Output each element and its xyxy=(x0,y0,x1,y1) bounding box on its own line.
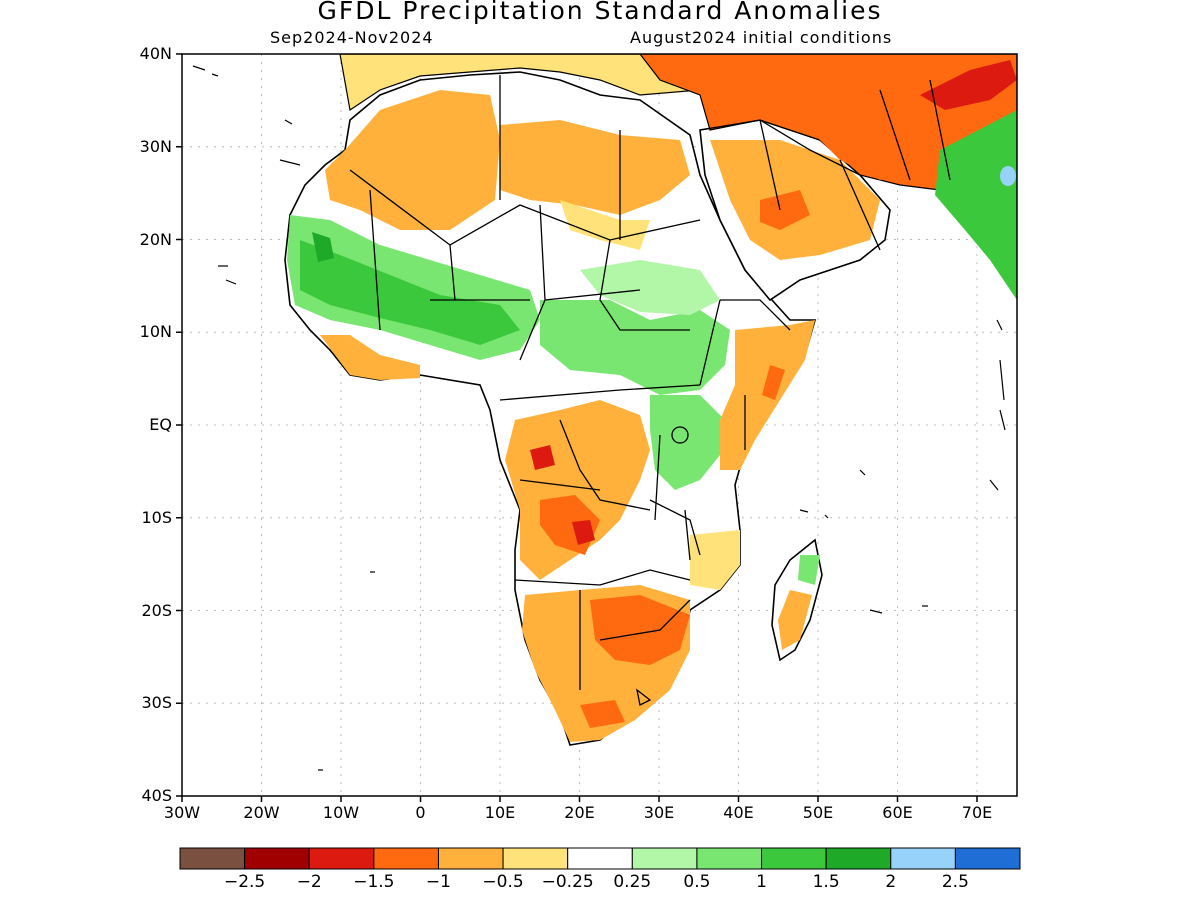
lat-tick-label: 10N xyxy=(139,322,172,342)
dry-guinea-coast xyxy=(320,335,420,380)
lon-tick-label: 30W xyxy=(163,803,201,822)
season-label: Sep2024-Nov2024 xyxy=(270,28,434,47)
colorbar-label: 2 xyxy=(885,872,897,892)
dry-libya-egypt-ne xyxy=(560,200,650,250)
colorbar-swatch xyxy=(244,847,310,870)
wet-central-africa xyxy=(540,300,730,395)
colorbar-swatch xyxy=(567,847,633,870)
colorbar-label: 2.5 xyxy=(941,872,969,892)
colorbar-swatch xyxy=(696,847,763,870)
lon-tick-label: 20W xyxy=(243,803,280,822)
dry-gabon-core xyxy=(530,445,555,470)
colorbar-swatch xyxy=(308,847,375,870)
colorbar-swatch xyxy=(502,847,569,870)
wet-mauritania xyxy=(312,232,334,262)
wet-madagascar xyxy=(798,555,820,585)
lon-tick-label: 10E xyxy=(484,803,516,822)
dry-angola-core xyxy=(572,520,595,545)
colorbar-label: −0.25 xyxy=(541,872,594,892)
wet-east-africa xyxy=(650,395,725,490)
lat-tick-label: 20N xyxy=(139,229,172,249)
anomaly-shading xyxy=(192,54,1017,771)
dry-arabia-strong xyxy=(760,190,810,230)
dry-congo-angola xyxy=(505,400,650,580)
colorbar-label: −2.5 xyxy=(223,872,266,892)
colorbar-label: −1.5 xyxy=(353,872,395,892)
lat-tick-label: 30S xyxy=(141,693,172,713)
wet-india xyxy=(935,110,1017,300)
colorbar-swatch xyxy=(631,847,698,870)
colorbar xyxy=(179,847,1021,870)
lat-tick-label: 20S xyxy=(141,600,172,620)
dry-botswana-strong xyxy=(590,595,690,665)
map-title: GFDL Precipitation Standard Anomalies xyxy=(317,0,883,25)
lat-tick-label: EQ xyxy=(149,415,172,434)
colorbar-swatch xyxy=(373,847,439,870)
dry-sahara-central xyxy=(500,120,690,215)
lon-tick-label: 40E xyxy=(723,803,754,822)
wet-sahel-west-core xyxy=(300,240,520,345)
colorbar-swatch xyxy=(437,847,504,870)
colorbar-swatch xyxy=(954,847,1021,870)
lat-tick-label: 40S xyxy=(141,786,172,805)
dry-madagascar xyxy=(778,590,812,650)
dry-horn-strong xyxy=(762,365,785,400)
colorbar-label: −0.5 xyxy=(482,872,524,892)
lon-tick-label: 20E xyxy=(564,803,595,822)
lon-tick-label: 0 xyxy=(415,803,426,822)
dry-himalaya xyxy=(920,60,1017,110)
lat-tick-label: 30N xyxy=(139,136,172,156)
lat-tick-label: 10S xyxy=(141,507,172,527)
lon-tick-label: 70E xyxy=(961,803,993,822)
lat-tick-label: 40N xyxy=(139,44,172,63)
dry-sahara-west xyxy=(325,90,500,230)
lon-tick-label: 60E xyxy=(882,803,913,822)
lon-tick-label: 10W xyxy=(322,803,360,822)
initial-conditions-label: August2024 initial conditions xyxy=(630,28,893,47)
colorbar-label: 1 xyxy=(756,872,767,892)
colorbar-label: −1 xyxy=(425,872,451,892)
dry-mozambique xyxy=(690,530,740,590)
colorbar-label: 0.5 xyxy=(683,872,711,892)
colorbar-label: −2 xyxy=(296,872,322,892)
colorbar-swatch xyxy=(761,847,827,870)
lon-tick-label: 30E xyxy=(643,803,675,822)
dry-iran xyxy=(790,90,910,180)
lon-tick-label: 50E xyxy=(802,803,834,822)
colorbar-swatch xyxy=(179,847,246,870)
colorbar-swatch xyxy=(890,847,956,870)
colorbar-label: 0.25 xyxy=(613,872,652,892)
dry-cape-strong xyxy=(580,700,625,728)
colorbar-swatch xyxy=(825,847,892,870)
wet-sudan xyxy=(580,260,720,315)
colorbar-label: 1.5 xyxy=(812,872,840,892)
